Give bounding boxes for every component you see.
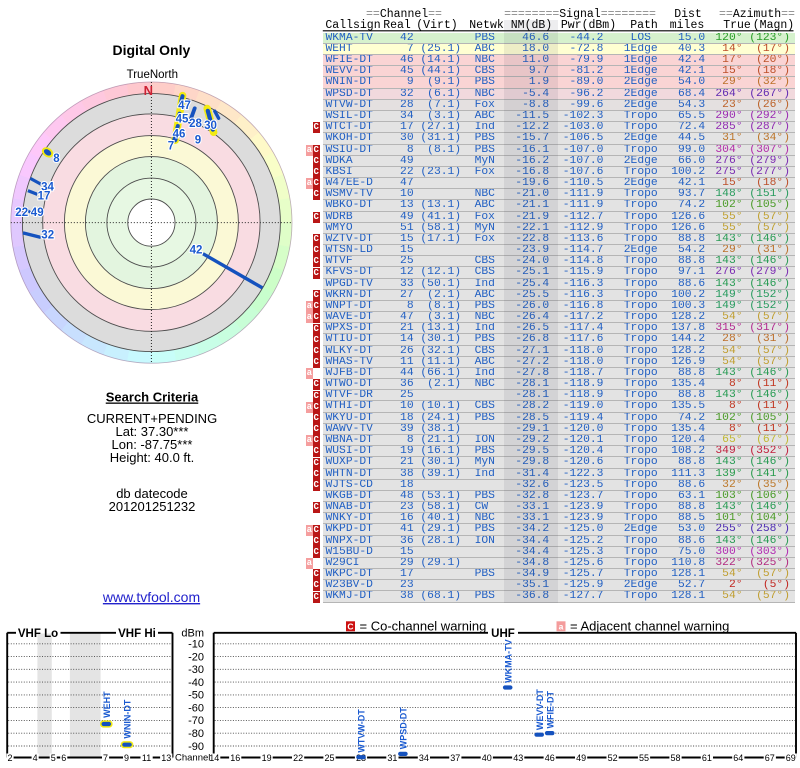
svg-text:Dist: Dist xyxy=(674,8,702,21)
svg-text:CURRENT+PENDING: CURRENT+PENDING xyxy=(87,411,217,426)
svg-text:-90: -90 xyxy=(188,741,204,753)
svg-text:49: 49 xyxy=(31,207,44,219)
svg-text:9: 9 xyxy=(124,753,129,763)
svg-text:201201251232: 201201251232 xyxy=(109,499,196,514)
svg-text:67: 67 xyxy=(765,753,775,763)
svg-text:-60: -60 xyxy=(188,702,204,714)
svg-text:46: 46 xyxy=(545,753,555,763)
svg-text:VHF Lo: VHF Lo xyxy=(18,628,58,640)
svg-text:64: 64 xyxy=(733,753,743,763)
svg-text:Lon: -87.75***: Lon: -87.75*** xyxy=(112,437,193,452)
svg-text:49: 49 xyxy=(576,753,586,763)
svg-text:Path: Path xyxy=(630,19,658,32)
svg-text:55: 55 xyxy=(639,753,649,763)
svg-text:True: True xyxy=(723,19,751,32)
svg-text:-30: -30 xyxy=(188,664,204,676)
svg-text:2: 2 xyxy=(7,753,12,763)
svg-text:4: 4 xyxy=(33,753,38,763)
svg-text:11: 11 xyxy=(142,753,151,763)
svg-text:WEHT: WEHT xyxy=(102,691,112,718)
svg-text:Channel: Channel xyxy=(175,753,210,764)
svg-text:7: 7 xyxy=(103,753,108,763)
svg-text:16: 16 xyxy=(230,753,240,763)
svg-text:miles: miles xyxy=(670,19,705,32)
svg-text:47: 47 xyxy=(178,100,191,112)
svg-text:= Adjacent channel warning: = Adjacent channel warning xyxy=(570,619,729,634)
svg-text:-10: -10 xyxy=(188,639,204,651)
svg-text:22: 22 xyxy=(15,207,28,219)
svg-text:40: 40 xyxy=(482,753,492,763)
svg-text:TrueNorth: TrueNorth xyxy=(127,69,178,81)
svg-text:19: 19 xyxy=(262,753,272,763)
svg-text:Netwk: Netwk xyxy=(469,19,504,32)
svg-text:7: 7 xyxy=(168,141,174,153)
svg-text:22: 22 xyxy=(293,753,303,763)
svg-text:25: 25 xyxy=(324,753,334,763)
svg-text:52: 52 xyxy=(608,753,618,763)
svg-text:37: 37 xyxy=(450,753,460,763)
svg-text:28: 28 xyxy=(189,118,202,130)
svg-text:www.tvfool.com: www.tvfool.com xyxy=(102,589,200,605)
svg-text:34: 34 xyxy=(419,753,429,763)
svg-text:Lat: 37.30***: Lat: 37.30*** xyxy=(115,424,188,439)
svg-text:(Virt): (Virt) xyxy=(416,19,457,32)
svg-text:34: 34 xyxy=(41,182,54,194)
svg-text:WPSD-DT: WPSD-DT xyxy=(399,707,409,749)
svg-text:Height: 40.0 ft.: Height: 40.0 ft. xyxy=(110,450,195,465)
svg-text:UHF: UHF xyxy=(491,628,515,640)
svg-text:Real: Real xyxy=(383,19,411,32)
svg-text:-20: -20 xyxy=(188,651,204,663)
svg-text:Pwr(dBm): Pwr(dBm) xyxy=(561,19,616,32)
svg-text:-80: -80 xyxy=(188,728,204,740)
svg-text:Search Criteria: Search Criteria xyxy=(106,390,199,405)
svg-text:-40: -40 xyxy=(188,677,204,689)
svg-text:C: C xyxy=(347,622,353,632)
svg-text:45: 45 xyxy=(176,114,189,126)
svg-text:8: 8 xyxy=(53,153,60,165)
svg-text:WNIN-DT: WNIN-DT xyxy=(123,699,133,738)
svg-text:Callsign: Callsign xyxy=(325,19,380,32)
svg-text:= Co-channel warning: = Co-channel warning xyxy=(360,619,487,634)
svg-text:WFIE-DT: WFIE-DT xyxy=(545,691,555,729)
svg-text:Digital Only: Digital Only xyxy=(113,42,191,58)
svg-text:5: 5 xyxy=(51,753,56,763)
svg-text:14: 14 xyxy=(209,753,219,763)
svg-text:==Azimuth==: ==Azimuth== xyxy=(719,8,795,21)
svg-text:6: 6 xyxy=(61,753,66,763)
svg-text:31: 31 xyxy=(387,753,397,763)
svg-text:WKMA-TV: WKMA-TV xyxy=(503,639,513,683)
svg-text:-50: -50 xyxy=(188,690,204,702)
svg-text:db datecode: db datecode xyxy=(116,486,188,501)
svg-text:(Magn): (Magn) xyxy=(753,19,794,32)
svg-text:dBm: dBm xyxy=(181,628,204,640)
svg-text:58: 58 xyxy=(670,753,680,763)
svg-text:==Channel==: ==Channel== xyxy=(366,8,442,21)
svg-text:32: 32 xyxy=(41,230,54,242)
svg-text:a: a xyxy=(559,622,564,632)
svg-text:69: 69 xyxy=(786,753,796,763)
svg-text:========Signal========: ========Signal======== xyxy=(504,8,656,21)
svg-text:43: 43 xyxy=(513,753,523,763)
svg-text:WTVW-DT: WTVW-DT xyxy=(357,709,367,753)
svg-text:30: 30 xyxy=(204,120,217,132)
svg-text:N: N xyxy=(144,83,153,98)
svg-text:42: 42 xyxy=(190,245,203,257)
svg-text:9: 9 xyxy=(195,135,201,147)
svg-text:13: 13 xyxy=(161,753,171,763)
svg-text:NM(dB): NM(dB) xyxy=(511,19,552,32)
svg-text:-70: -70 xyxy=(188,715,204,727)
svg-text:61: 61 xyxy=(702,753,712,763)
svg-text:WEVV-DT: WEVV-DT xyxy=(535,689,545,731)
svg-text:46: 46 xyxy=(173,129,186,141)
svg-text:17: 17 xyxy=(38,191,51,203)
svg-text:VHF Hi: VHF Hi xyxy=(118,628,156,640)
